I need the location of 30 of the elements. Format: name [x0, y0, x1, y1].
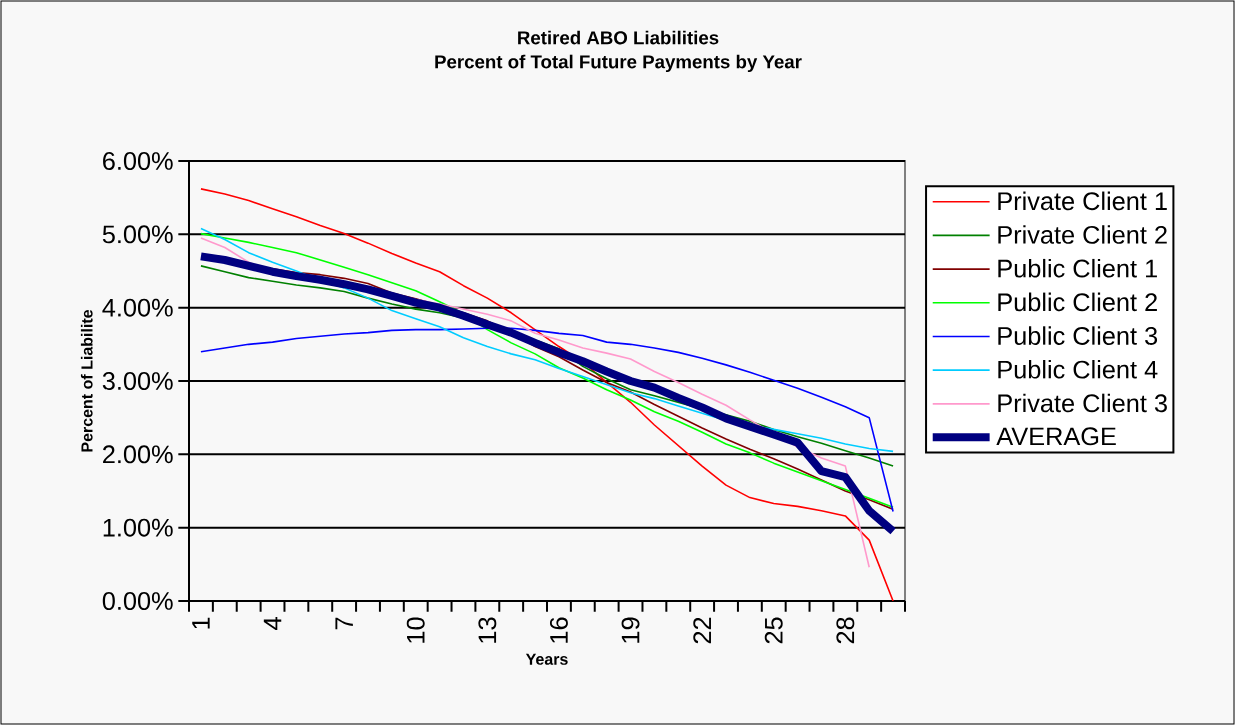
legend-label: Private Client 2 — [998, 225, 1167, 244]
legend-label: Public Client 3 — [998, 326, 1158, 345]
x-axis-title: Years — [525, 653, 568, 665]
chart-title: Retired ABO Liabilities — [518, 30, 719, 45]
x-tick-label: 22 — [693, 617, 711, 644]
legend-label: Private Client 1 — [998, 191, 1167, 211]
x-tick-label: 13 — [478, 617, 497, 643]
line-series — [200, 327, 894, 513]
x-tick-label: 4 — [263, 617, 282, 630]
x-tick-label: 19 — [621, 617, 640, 643]
y-tick-label: 3.00% — [102, 372, 173, 390]
legend-label: AVERAGE — [996, 427, 1116, 446]
x-tick-label: 28 — [836, 617, 855, 644]
x-tick-label: 16 — [549, 617, 568, 643]
y-axis-title: Percent of Liabilite — [80, 309, 93, 452]
y-tick-label: 1.00% — [103, 518, 173, 537]
x-tick-label: 10 — [406, 617, 425, 643]
legend-label: Public Client 2 — [998, 292, 1157, 312]
chart-subtitle: Percent of Total Future Payments by Year — [435, 54, 802, 73]
x-tick-label: 25 — [764, 617, 783, 644]
legend-label: Public Client 4 — [998, 359, 1158, 379]
legend-label: Private Client 3 — [998, 393, 1167, 413]
y-tick-label: 5.00% — [102, 225, 173, 244]
y-tick-label: 4.00% — [102, 298, 173, 317]
y-tick-label: 6.00% — [103, 152, 173, 170]
legend-label: Public Client 1 — [998, 258, 1157, 278]
x-tick-label: 1 — [192, 617, 210, 629]
y-tick-label: 2.00% — [103, 445, 173, 464]
y-tick-label: 0.00% — [102, 592, 173, 610]
x-tick-label: 7 — [335, 617, 353, 630]
